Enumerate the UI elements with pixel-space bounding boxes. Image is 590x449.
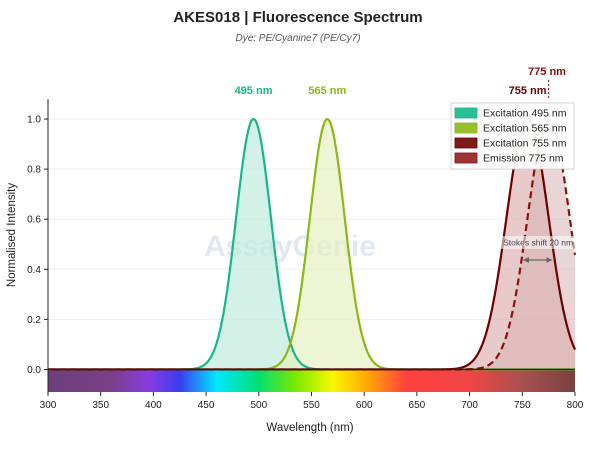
legend-entry-label: Excitation 755 nm <box>483 138 567 150</box>
legend-entry-label: Excitation 565 nm <box>483 123 567 135</box>
x-tick-label: 500 <box>250 400 267 411</box>
stokes-shift-label: Stokes shift 20 nm <box>503 238 573 248</box>
x-tick-label: 300 <box>40 400 57 411</box>
chart-title: AKES018 | Fluorescence Spectrum <box>173 9 422 26</box>
y-tick-label: 1.0 <box>27 115 41 126</box>
y-tick-label: 0.0 <box>27 365 41 376</box>
series-area-3 <box>48 119 575 370</box>
legend-entry-label: Emission 775 nm <box>483 153 564 165</box>
legend-entry-label: Excitation 495 nm <box>483 108 567 120</box>
legend-swatch <box>454 137 478 149</box>
y-tick-label: 0.8 <box>27 165 41 176</box>
x-tick-label: 400 <box>145 400 162 411</box>
stokes-label-bg <box>491 236 586 249</box>
x-tick-label: 750 <box>514 400 531 411</box>
x-tick-label: 700 <box>461 400 478 411</box>
x-tick-label: 350 <box>92 400 109 411</box>
peak-label: 565 nm <box>308 85 346 97</box>
y-tick-label: 0.4 <box>27 265 41 276</box>
chart-subtitle: Dye: PE/Cyanine7 (PE/Cy7) <box>235 33 360 44</box>
peak-label: 775 nm <box>528 66 566 78</box>
visible-spectrum-bar <box>48 369 575 392</box>
x-tick-label: 550 <box>303 400 320 411</box>
y-tick-label: 0.2 <box>27 315 41 326</box>
axes <box>47 99 575 392</box>
x-tick-labels: 300 350 400 450 500 550 600 650 700 750 800 <box>40 392 584 411</box>
peak-labels: 495 nm 565 nm 755 nm 775 nm <box>235 66 566 99</box>
x-axis-label: Wavelength (nm) <box>266 422 353 434</box>
legend-swatch <box>454 152 478 164</box>
y-axis-label: Normalised Intensity <box>6 183 18 287</box>
peak-label: 755 nm <box>509 85 547 97</box>
stokes-shift-annotation: Stokes shift 20 nm <box>491 236 586 263</box>
legend-swatch <box>454 107 478 119</box>
y-tick-label: 0.6 <box>27 215 41 226</box>
peak-label: 495 nm <box>235 85 273 97</box>
y-tick-labels: 0.0 0.2 0.4 0.6 0.8 1.0 <box>27 115 48 376</box>
x-tick-label: 600 <box>356 400 373 411</box>
x-tick-label: 800 <box>567 400 584 411</box>
x-tick-label: 450 <box>198 400 215 411</box>
legend: Excitation 495 nm Excitation 565 nm Excita… <box>450 102 575 170</box>
series-area-1 <box>48 119 575 370</box>
x-tick-label: 650 <box>409 400 426 411</box>
legend-swatch <box>454 122 478 134</box>
